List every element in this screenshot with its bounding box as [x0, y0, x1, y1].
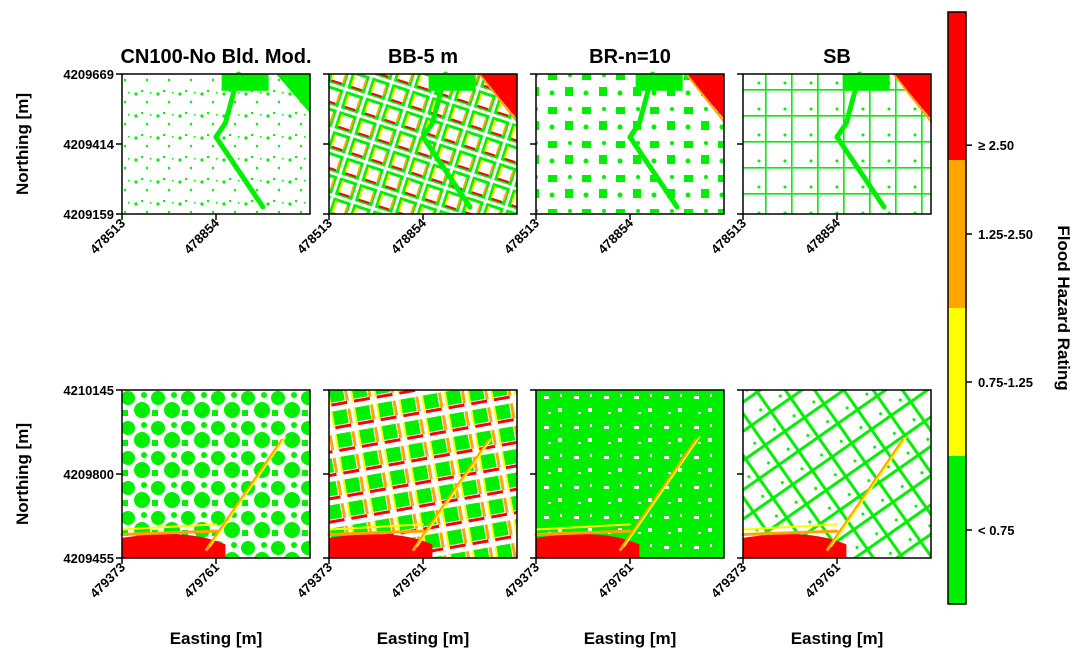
panel-1-2-orange-edge [534, 529, 632, 536]
x-tick-label: 478854 [388, 215, 430, 257]
panel-title: SB [823, 46, 851, 68]
x-tick-label: 479761 [802, 560, 843, 601]
x-tick-label: 479373 [501, 560, 542, 601]
panel-1-1-yellow-edge [328, 523, 424, 531]
panel-1-0 [120, 389, 311, 559]
x-axis-label: Easting [m] [377, 629, 470, 648]
x-tick-label: 479373 [708, 560, 749, 601]
y-tick-label: 4209669 [63, 67, 114, 82]
panel-1-0-orange-edge [120, 529, 218, 536]
panel-map-0-0 [122, 74, 310, 214]
colorbar-segment [948, 308, 966, 456]
panel-title: BB-5 m [388, 46, 458, 68]
y-axis-label: Northing [m] [13, 93, 32, 195]
panel-0-3-patch [842, 74, 890, 91]
panel-1-0-yellow-edge [121, 523, 217, 531]
panel-1-1-diag-channel [412, 438, 491, 552]
panel-1-2 [534, 389, 725, 559]
x-tick-label: 479761 [595, 560, 636, 601]
panel-1-3-diag-edge [830, 436, 908, 547]
panel-0-2-orange-edge [685, 73, 725, 123]
x-axis-label: Easting [m] [791, 629, 884, 648]
panel-1-3-yellow-edge [742, 523, 838, 531]
panel-0-3-channel [834, 134, 887, 210]
x-axis-label: Easting [m] [584, 629, 677, 648]
panel-0-0-channel [213, 134, 266, 210]
panel-1-2-diag-channel [619, 438, 698, 552]
panel-map-0-3 [743, 74, 931, 214]
panel-map-0-1 [329, 74, 517, 214]
panel-title: BR-n=10 [589, 46, 671, 68]
x-tick-label: 478854 [181, 215, 223, 257]
y-tick-label: 4210145 [63, 383, 114, 398]
panel-0-0-patch [221, 74, 269, 91]
panel-0-2-channel [627, 120, 642, 140]
colorbar-label: Flood Hazard Rating [1054, 225, 1073, 390]
panel-1-1 [327, 389, 518, 559]
colorbar-tick-label: 1.25-2.50 [978, 227, 1033, 242]
panel-1-1-red-stream [329, 534, 433, 558]
y-tick-label: 4209159 [63, 207, 114, 222]
panel-1-2-diag-edge [623, 436, 701, 547]
panel-1-3-diag-channel [826, 438, 905, 552]
colorbar-tick-label: 0.75-1.25 [978, 375, 1033, 390]
panel-1-2-yellow-edge [535, 523, 631, 531]
panel-1-1-diag-edge [416, 436, 494, 547]
y-tick-label: 4209414 [63, 137, 114, 152]
colorbar-frame [947, 11, 967, 605]
x-tick-label: 478513 [294, 216, 335, 257]
panel-0-1-orange-edge [478, 73, 518, 123]
panel-1-0-diag-channel [205, 438, 284, 552]
y-tick-label: 4209800 [63, 467, 114, 482]
panel-1-0-red-stream [122, 534, 226, 558]
panel-0-3 [742, 71, 932, 215]
x-tick-label: 478513 [501, 216, 542, 257]
panel-1-2-red-stream [536, 534, 640, 558]
colorbar-tick-label: ≥ 2.50 [978, 138, 1014, 153]
panel-1-1-orange-edge [327, 529, 425, 536]
panel-1-3 [741, 389, 932, 559]
x-axis-label: Easting [m] [170, 629, 263, 648]
panel-0-0-channel [213, 120, 228, 140]
panel-1-0-diag-edge [209, 436, 287, 547]
panel-0-1-channel [420, 120, 435, 140]
panel-1-3-orange-edge [741, 529, 839, 536]
colorbar-segment [948, 456, 966, 604]
panel-1-3-red-stream [743, 534, 847, 558]
y-axis-label: Northing [m] [13, 423, 32, 525]
colorbar-tick-label: < 0.75 [978, 523, 1015, 538]
panel-title: CN100-No Bld. Mod. [120, 46, 311, 68]
panel-0-0-green-corner [276, 74, 310, 114]
panel-0-3-orange-edge [892, 73, 932, 123]
panel-0-2-channel [627, 134, 680, 210]
panel-0-0 [121, 71, 311, 215]
x-tick-label: 478513 [708, 216, 749, 257]
colorbar-segment [948, 160, 966, 308]
panel-0-2 [535, 71, 725, 215]
x-tick-label: 479761 [388, 560, 429, 601]
x-tick-label: 479373 [294, 560, 335, 601]
panel-0-1 [328, 71, 518, 215]
x-tick-label: 478854 [802, 215, 844, 257]
colorbar-segment [948, 12, 966, 160]
panel-0-2-patch [635, 74, 683, 91]
panel-0-3-channel [834, 120, 849, 140]
panel-0-1-patch [428, 74, 476, 91]
panel-0-1-channel [420, 134, 473, 210]
x-tick-label: 478854 [595, 215, 637, 257]
x-tick-label: 479761 [181, 560, 222, 601]
y-tick-label: 4209455 [63, 551, 114, 566]
panel-map-0-2 [536, 74, 724, 214]
